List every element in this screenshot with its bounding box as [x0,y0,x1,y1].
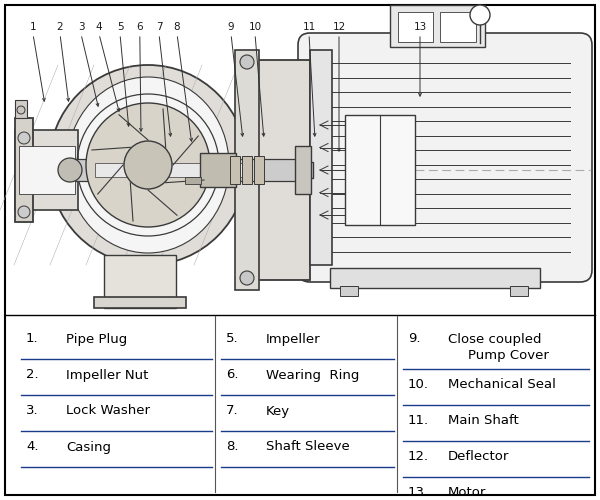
Text: 12: 12 [332,22,346,32]
Text: 8: 8 [173,22,181,32]
Text: 1: 1 [29,22,37,32]
Text: Lock Washer: Lock Washer [66,404,150,417]
Text: 10: 10 [248,22,262,32]
Bar [242,156,252,184]
Bar [15,118,33,222]
Circle shape [240,55,254,69]
Text: 5: 5 [116,22,124,32]
Text: Impeller: Impeller [266,332,320,345]
Text: Mechanical Seal: Mechanical Seal [448,378,556,392]
Bar [440,12,476,42]
Bar [254,156,264,184]
Bar [185,177,201,184]
Circle shape [124,141,172,189]
Text: Main Shaft: Main Shaft [448,414,519,428]
Text: 11: 11 [302,22,316,32]
Text: Shaft Sleeve: Shaft Sleeve [266,440,350,454]
Text: Wearing  Ring: Wearing Ring [266,368,359,382]
Bar [15,100,27,118]
Text: 11.: 11. [408,414,429,428]
Bar [94,297,186,308]
Text: 4: 4 [95,22,103,32]
Bar [200,153,236,187]
Circle shape [17,106,25,114]
Bar [104,255,176,308]
Text: Key: Key [266,404,290,417]
Circle shape [240,271,254,285]
Text: Motor: Motor [448,486,487,500]
Text: 7.: 7. [226,404,239,417]
Text: 2: 2 [56,22,64,32]
Text: 4.: 4. [26,440,38,454]
Text: 1.: 1. [26,332,38,345]
Text: 13: 13 [413,22,427,32]
Circle shape [58,158,82,182]
Text: 9.: 9. [408,332,421,345]
Circle shape [86,103,210,227]
Bar [330,268,540,288]
Text: Pump Cover: Pump Cover [468,348,549,362]
Bar [510,286,528,296]
Text: Casing: Casing [66,440,111,454]
Text: 8.: 8. [226,440,239,454]
Circle shape [18,132,30,144]
Bar [258,60,310,280]
Circle shape [470,5,490,25]
Bar [230,156,240,184]
Bar [235,50,259,290]
Text: 9: 9 [227,22,235,32]
Text: 3: 3 [77,22,85,32]
Text: 10.: 10. [408,378,429,392]
Text: Deflector: Deflector [448,450,509,464]
Text: 6: 6 [136,22,143,32]
Text: Close coupled: Close coupled [448,332,542,345]
Ellipse shape [67,77,229,253]
Bar [95,163,250,177]
Bar [295,146,311,194]
Text: 12.: 12. [408,450,429,464]
Ellipse shape [49,65,247,265]
Bar [340,286,358,296]
Text: 13.: 13. [408,486,429,500]
Bar [345,115,415,225]
Bar [19,146,75,194]
Text: 3.: 3. [26,404,38,417]
Text: Impeller Nut: Impeller Nut [66,368,148,382]
Bar [15,130,78,210]
Text: Pipe Plug: Pipe Plug [66,332,127,345]
Text: 7: 7 [155,22,163,32]
Bar [65,159,310,181]
FancyBboxPatch shape [298,33,592,282]
Text: 6.: 6. [226,368,239,382]
Text: 5.: 5. [226,332,239,345]
Circle shape [18,206,30,218]
Bar [398,12,433,42]
Bar [298,162,313,178]
Bar [310,50,332,265]
Bar [390,5,485,47]
Text: 2.: 2. [26,368,38,382]
